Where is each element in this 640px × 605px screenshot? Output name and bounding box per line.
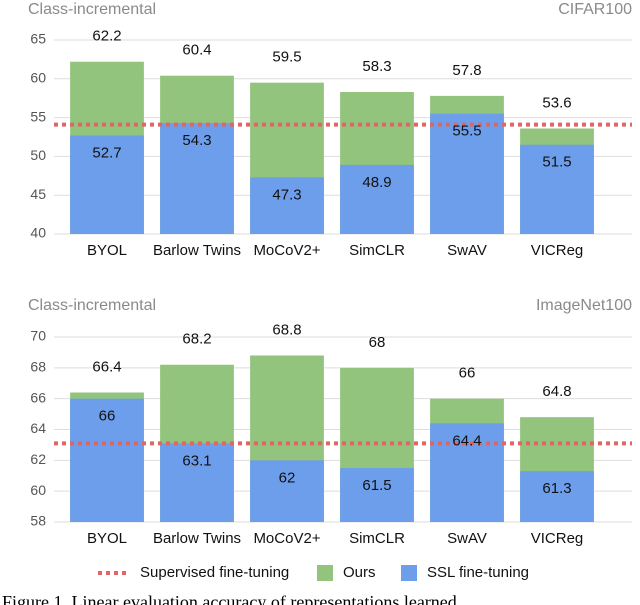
data-label: 68.8 [272, 321, 301, 338]
data-label: 64.8 [542, 383, 571, 400]
y-tick-label: 55 [30, 108, 46, 124]
x-tick-label: MoCoV2+ [253, 530, 320, 547]
data-label: 61.5 [362, 477, 391, 494]
data-label: 53.6 [542, 94, 571, 111]
bar [70, 135, 144, 234]
data-label: 68 [369, 334, 386, 351]
data-label: 51.5 [542, 154, 571, 171]
caption: Figure 1. Linear evaluation accuracy of … [2, 592, 457, 605]
legend-label: Supervised fine-tuning [140, 564, 289, 581]
data-label: 61.3 [542, 480, 571, 497]
legend-swatch [317, 565, 333, 581]
x-tick-label: SimCLR [349, 530, 405, 547]
data-label: 55.5 [452, 123, 481, 140]
chart-subtitle: ImageNet100 [536, 297, 632, 314]
x-tick-label: VICReg [531, 242, 584, 259]
data-label: 47.3 [272, 186, 301, 203]
data-label: 60.4 [182, 42, 211, 59]
data-label: 64.4 [452, 432, 481, 449]
y-tick-label: 66 [30, 389, 46, 405]
data-label: 62.2 [92, 28, 121, 45]
x-tick-label: Barlow Twins [153, 530, 241, 547]
chart-subtitle: CIFAR100 [558, 1, 632, 18]
bar [70, 398, 144, 522]
x-tick-label: BYOL [87, 530, 127, 547]
y-tick-label: 64 [30, 420, 46, 436]
y-tick-label: 60 [30, 70, 46, 86]
bar [430, 423, 504, 522]
bar [520, 144, 594, 234]
data-label: 58.3 [362, 58, 391, 75]
bar [160, 123, 234, 234]
data-label: 59.5 [272, 49, 301, 66]
data-label: 54.3 [182, 132, 211, 149]
bar [250, 177, 324, 234]
x-tick-label: BYOL [87, 242, 127, 259]
x-tick-label: Barlow Twins [153, 242, 241, 259]
data-label: 52.7 [92, 144, 121, 161]
data-label: 66 [459, 365, 476, 382]
y-tick-label: 68 [30, 359, 46, 375]
legend-label: SSL fine-tuning [427, 564, 529, 581]
data-label: 66.4 [92, 358, 121, 375]
x-tick-label: SwAV [447, 530, 487, 547]
x-tick-label: MoCoV2+ [253, 242, 320, 259]
bar [340, 468, 414, 522]
bar [250, 460, 324, 522]
data-label: 48.9 [362, 174, 391, 191]
data-label: 63.1 [182, 452, 211, 469]
y-tick-label: 40 [30, 225, 46, 241]
y-tick-label: 45 [30, 186, 46, 202]
chart-title: Class-incremental [28, 1, 156, 18]
data-label: 57.8 [452, 62, 481, 79]
bar [430, 113, 504, 234]
x-tick-label: SimCLR [349, 242, 405, 259]
x-tick-label: VICReg [531, 530, 584, 547]
bar [160, 443, 234, 522]
bar [340, 164, 414, 234]
legend-label: Ours [343, 564, 376, 581]
x-tick-label: SwAV [447, 242, 487, 259]
data-label: 62 [279, 469, 296, 486]
data-label: 68.2 [182, 331, 211, 348]
y-tick-label: 62 [30, 451, 46, 467]
y-tick-label: 50 [30, 147, 46, 163]
y-tick-label: 65 [30, 31, 46, 47]
data-label: 66 [99, 408, 116, 425]
legend-swatch [401, 565, 417, 581]
y-tick-label: 60 [30, 482, 46, 498]
y-tick-label: 58 [30, 513, 46, 529]
chart-title: Class-incremental [28, 297, 156, 314]
y-tick-label: 70 [30, 328, 46, 344]
bar [520, 471, 594, 522]
